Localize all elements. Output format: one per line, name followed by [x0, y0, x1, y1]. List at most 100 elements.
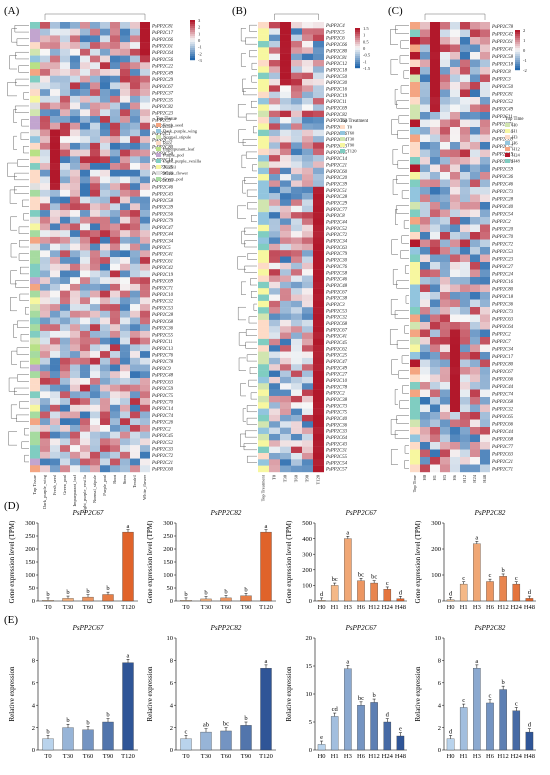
- heat-cell: [480, 314, 490, 323]
- heat-cell: [40, 42, 50, 50]
- heat-cell: [420, 202, 430, 210]
- gene-label: PsPP2C74: [151, 414, 174, 419]
- heat-cell: [90, 310, 100, 318]
- heat-cell: [40, 364, 50, 372]
- heat-cell: [302, 136, 313, 143]
- heat-cell: [269, 402, 280, 409]
- heat-cell: [60, 42, 70, 50]
- x-tick-label: T120: [259, 753, 273, 760]
- heat-cell: [50, 183, 60, 191]
- heat-cell: [50, 290, 60, 298]
- legend-swatch: [505, 135, 510, 139]
- annotation-cell: [258, 104, 269, 111]
- annotation-cell: [30, 465, 40, 473]
- heat-cell: [40, 210, 50, 217]
- annotation-cell: [30, 169, 40, 177]
- heat-cell: [60, 203, 70, 211]
- heat-cell: [313, 269, 324, 276]
- heat-cell: [440, 142, 450, 150]
- bar: [446, 738, 455, 751]
- scale-tick: 1: [363, 33, 365, 38]
- y-tick-label: 300: [25, 520, 35, 527]
- heat-cell: [70, 129, 80, 137]
- heat-cell: [70, 230, 80, 238]
- heat-cell: [80, 203, 90, 211]
- heat-cell: [291, 224, 302, 232]
- heat-cell: [269, 459, 280, 466]
- gene-label: PsPP2C5: [151, 246, 171, 251]
- column-label: H48: [482, 474, 487, 482]
- heat-cell: [470, 59, 480, 68]
- heat-cell: [60, 357, 70, 365]
- gene-label: PsPP2C65: [491, 415, 514, 420]
- gene-label: PsPP2C36: [491, 303, 514, 308]
- heat-cell: [40, 196, 50, 204]
- column-label: Top Treatment: [261, 474, 266, 501]
- annotation-cell: [30, 42, 40, 50]
- heat-cell: [70, 304, 80, 312]
- significance-letter: b: [46, 728, 49, 735]
- bar: [317, 600, 326, 602]
- heat-cell: [420, 119, 430, 128]
- annotation-cell: [258, 389, 269, 397]
- gene-label: PsPP2C44: [491, 430, 514, 435]
- gene-label: PsPP2C24: [325, 138, 348, 143]
- heat-cell: [269, 205, 280, 213]
- heat-cell: [291, 256, 302, 264]
- annotation-cell: [258, 326, 269, 333]
- heat-cell: [313, 294, 324, 302]
- heat-cell: [60, 122, 70, 130]
- gene-label: PsPP2C78: [325, 385, 348, 390]
- annotation-cell: [410, 457, 420, 465]
- gene-label: PsPP2C63: [491, 453, 514, 458]
- heat-cell: [470, 307, 480, 315]
- heat-cell: [291, 364, 302, 371]
- annotation-cell: [258, 465, 269, 473]
- heat-cell: [120, 391, 130, 399]
- significance-letter: b: [244, 715, 247, 722]
- heat-cell: [269, 281, 280, 289]
- heat-cell: [90, 48, 100, 56]
- annotation-cell: [258, 250, 269, 257]
- legend-swatch: [505, 141, 510, 145]
- heat-cell: [80, 451, 90, 459]
- heat-cell: [120, 69, 130, 76]
- heat-cell: [470, 434, 480, 443]
- legend-swatch: [156, 141, 161, 145]
- bar: [42, 600, 54, 602]
- gene-label: PsPP2C80: [325, 49, 348, 54]
- heat-cell: [130, 28, 140, 36]
- heat-cell: [280, 110, 291, 118]
- heat-cell: [70, 431, 80, 439]
- heat-cell: [420, 464, 430, 473]
- scale-swatch: [515, 58, 520, 61]
- heat-cell: [313, 98, 324, 105]
- gene-label: PsPP2C11: [325, 100, 347, 105]
- y-tick-label: 250: [163, 533, 173, 540]
- scale-tick: -3: [198, 58, 202, 63]
- heat-cell: [110, 129, 120, 137]
- heat-cell: [280, 243, 291, 251]
- chart-title: PsPP2C82: [474, 624, 506, 632]
- column-label: H3: [442, 474, 447, 480]
- heat-cell: [60, 136, 70, 144]
- heat-cell: [140, 344, 150, 352]
- heat-cell: [450, 112, 460, 120]
- gene-label: PsPP2C69: [325, 106, 348, 111]
- heat-cell: [130, 317, 140, 325]
- heat-cell: [40, 230, 50, 238]
- heat-cell: [450, 314, 460, 323]
- y-tick-label: 100: [163, 572, 173, 579]
- heat-cell: [80, 149, 90, 157]
- annotation-cell: [258, 414, 269, 422]
- annotation-cell: [410, 134, 420, 143]
- heat-cell: [280, 452, 291, 460]
- heat-cell: [302, 22, 313, 29]
- heat-cell: [460, 344, 470, 353]
- heat-cell: [280, 167, 291, 175]
- heat-cell: [40, 116, 50, 123]
- significance-letter: b: [106, 712, 109, 719]
- annotation-cell: [410, 337, 420, 345]
- heat-cell: [291, 465, 302, 473]
- heat-cell: [70, 183, 80, 191]
